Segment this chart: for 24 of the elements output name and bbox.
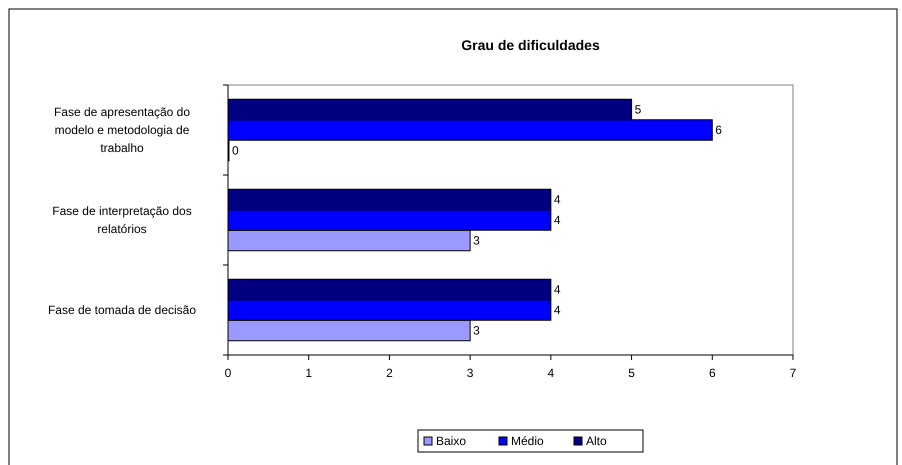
x-tick-label: 4: [548, 366, 555, 380]
data-label: 3: [473, 234, 480, 248]
x-tick-label: 7: [790, 366, 797, 380]
data-label: 3: [473, 324, 480, 338]
data-label: 4: [554, 192, 561, 206]
data-label: 4: [554, 213, 561, 227]
x-tick-label: 3: [466, 366, 474, 380]
data-label: 6: [715, 123, 722, 137]
data-label: 4: [554, 282, 561, 296]
data-label: 4: [554, 303, 561, 317]
chart-title: Grau de dificuldades: [461, 37, 600, 53]
x-tick-label: 2: [386, 366, 394, 380]
legend-label: Alto: [586, 434, 608, 448]
data-label: 0: [232, 144, 239, 158]
x-tick-label: 1: [305, 366, 312, 380]
legend-label: Baixo: [436, 434, 466, 448]
x-tick-label: 6: [708, 366, 716, 380]
data-label: 5: [634, 102, 642, 116]
legend-label: Médio: [511, 434, 544, 448]
y-tick-label: Fase de apresentação do modelo e metodologia de trabalho: [54, 105, 190, 155]
y-tick-label: Fase de tomada de decisão: [48, 303, 196, 317]
x-tick-label: 0: [224, 366, 232, 380]
x-tick-label: 5: [628, 366, 636, 380]
y-tick-label: Fase de interpretação dos relatórios: [52, 204, 192, 236]
